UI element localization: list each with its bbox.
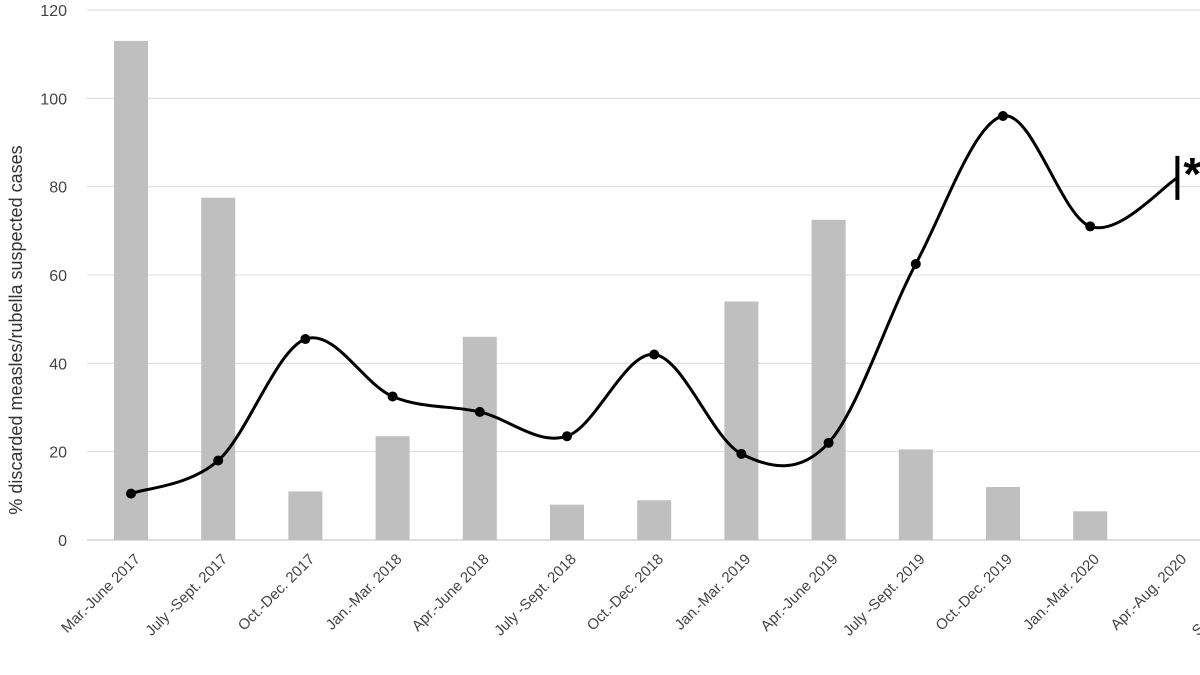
bar [724, 301, 759, 540]
bar [986, 487, 1020, 540]
x-tick-label: Apr.-Aug. 2020 [1107, 551, 1190, 634]
y-tick-label: 120 [40, 3, 67, 20]
bar-series [114, 40, 1108, 541]
bar [288, 491, 323, 540]
y-tick-label: 100 [40, 91, 67, 108]
bar [550, 504, 584, 540]
x-tick-label: Jan.-Mar. 2019 [671, 551, 754, 634]
line-point [126, 488, 136, 499]
line-point [300, 334, 311, 345]
bar [1073, 511, 1108, 540]
trend-line-points [126, 111, 1180, 499]
line-point [736, 448, 747, 459]
line-point [474, 406, 485, 417]
x-tick-label: Sept.-Dec. 2020 [1189, 551, 1200, 640]
line-point [387, 391, 398, 402]
x-tick-label: July -Sept. 2017 [142, 551, 231, 640]
line-point [910, 258, 921, 269]
y-tick-label: 80 [49, 180, 67, 197]
x-tick-label: Mar.-June 2017 [58, 551, 144, 637]
x-tick-label: Apr.-June 2019 [757, 551, 841, 635]
bar [375, 436, 410, 540]
x-tick-label: Oct.-Dec. 2019 [932, 551, 1015, 634]
x-tick-label: Apr.-June 2018 [409, 551, 493, 635]
y-tick-label: 60 [49, 268, 67, 285]
line-point [649, 349, 660, 360]
trend-line [130, 114, 1179, 496]
asterisk-annotation: * [1183, 148, 1200, 200]
y-tick-labels: 0 20 40 60 80 100 120 [40, 3, 67, 550]
annotations: * [1183, 148, 1200, 200]
y-tick-label: 40 [49, 356, 67, 373]
bar [811, 219, 846, 540]
bar [637, 500, 672, 540]
y-tick-label: 20 [49, 445, 67, 462]
gridlines [87, 9, 1200, 453]
line-point [823, 437, 834, 448]
x-tick-label: July -Sept. 2019 [840, 551, 929, 640]
y-axis-label: % discarded measles/rubella suspected ca… [6, 145, 26, 514]
bar [201, 197, 236, 541]
line-point [562, 431, 572, 442]
bar [462, 336, 497, 540]
y-tick-label: 0 [58, 533, 67, 550]
x-tick-label: Jan.-Mar. 2018 [323, 551, 406, 634]
x-tick-label: July -Sept. 2018 [491, 551, 580, 640]
line-point [213, 455, 224, 466]
bar [114, 40, 148, 541]
bar [898, 449, 933, 540]
x-tick-label: Oct.-Dec. 2017 [235, 551, 318, 634]
x-tick-label: Jan.-Mar. 2020 [1020, 551, 1103, 634]
x-tick-label: Oct.-Dec. 2018 [584, 551, 667, 634]
line-point [998, 111, 1008, 121]
line-point [1085, 221, 1096, 232]
